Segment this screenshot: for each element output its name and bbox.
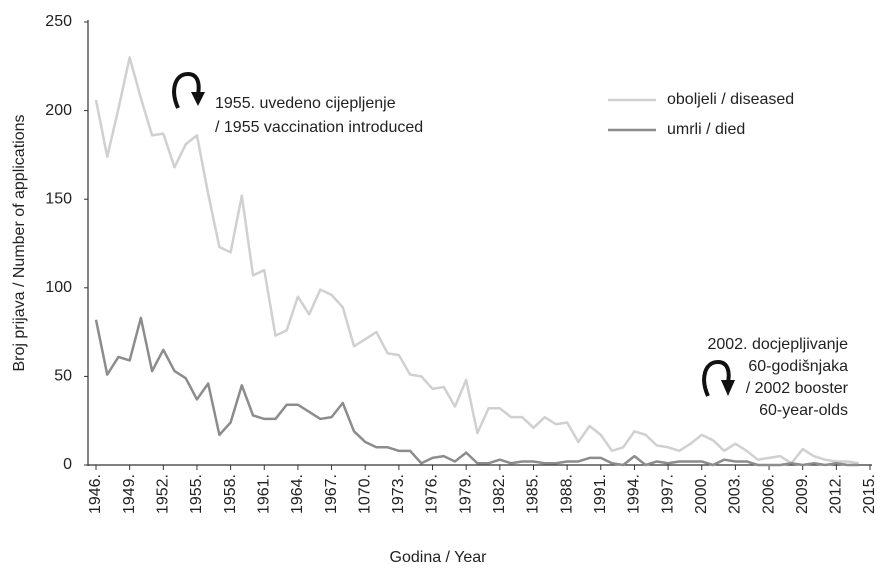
x-tick-label: 1979.: [457, 474, 474, 514]
x-tick-label: 1976.: [424, 474, 441, 514]
x-tick-label: 2000.: [693, 474, 710, 514]
x-tick-label: 2009.: [794, 474, 811, 514]
annotation: 60-year-olds: [759, 402, 848, 419]
y-axis-label: Broj prijava / Number of applications: [11, 114, 28, 371]
legend-label: oboljeli / diseased: [667, 91, 794, 108]
x-tick-label: 1946.: [87, 474, 104, 514]
annotation: / 2002 booster: [746, 380, 849, 397]
annotation: 60-godišnjaka: [748, 358, 848, 375]
annotation-arrow: [702, 359, 735, 397]
y-tick-label: 50: [54, 368, 72, 385]
x-tick-label: 1955.: [188, 474, 205, 514]
series-line: [94, 56, 859, 465]
y-tick-label: 100: [45, 279, 72, 296]
x-tick-label: 1985.: [525, 474, 542, 514]
x-tick-label: 1991.: [592, 474, 609, 514]
series-line: [94, 316, 859, 467]
x-tick-label: 1997.: [659, 474, 676, 514]
x-tick-label: 1964.: [289, 474, 306, 514]
annotation: / 1955 vaccination introduced: [215, 119, 423, 136]
x-tick-label: 2003.: [727, 474, 744, 514]
y-tick-label: 200: [45, 102, 72, 119]
x-tick-label: 1958.: [222, 474, 239, 514]
x-tick-label: 1952.: [155, 474, 172, 514]
x-tick-label: 1988.: [558, 474, 575, 514]
x-tick-label: 1070.: [356, 474, 373, 514]
x-tick-label: 1967.: [323, 474, 340, 514]
x-tick-label: 1973.: [390, 474, 407, 514]
x-tick-label: 2012.: [828, 474, 845, 514]
annotation: 2002. docjepljivanje: [707, 336, 848, 353]
x-tick-label: 1982.: [491, 474, 508, 514]
x-tick-label: 1949.: [121, 474, 138, 514]
x-tick-label: 1961.: [255, 474, 272, 514]
x-tick-label: 2006.: [760, 474, 777, 514]
annotation-arrow: [172, 71, 205, 109]
x-tick-label: 2015.: [861, 474, 877, 514]
y-tick-label: 150: [45, 190, 72, 207]
x-tick-label: 1994.: [626, 474, 643, 514]
x-axis-label: Godina / Year: [390, 549, 488, 566]
y-tick-label: 0: [63, 456, 72, 473]
legend-label: umrli / died: [667, 121, 745, 138]
y-tick-label: 250: [45, 13, 72, 30]
annotation: 1955. uvedeno cijepljenje: [215, 95, 396, 112]
